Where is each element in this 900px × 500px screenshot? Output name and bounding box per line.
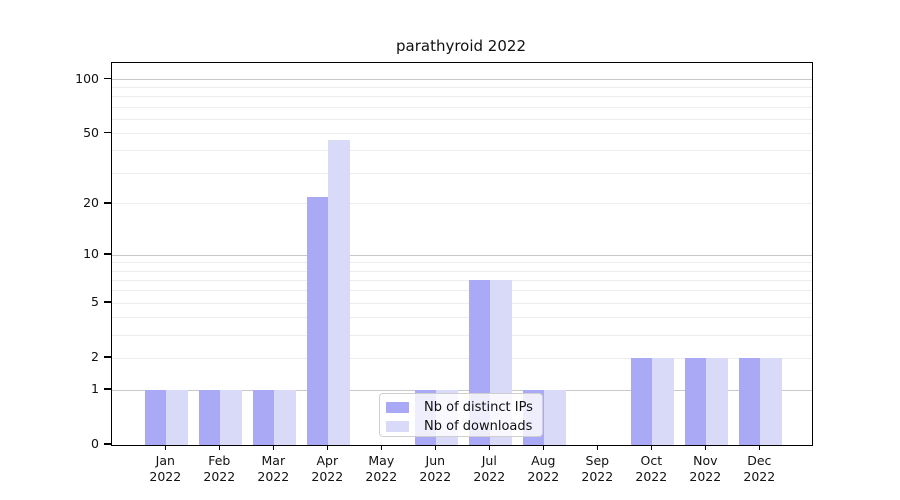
legend-swatch-downloads — [386, 421, 409, 433]
x-axis-label: Jul 2022 — [473, 453, 506, 484]
minor-gridline — [112, 279, 812, 281]
x-axis-label: Mar 2022 — [257, 453, 290, 484]
y-axis-tick-label: 5 — [91, 294, 99, 310]
x-axis-tick — [434, 445, 436, 451]
plot-area: Nb of distinct IPs Nb of downloads — [111, 62, 813, 446]
minor-gridline — [112, 357, 812, 359]
x-axis-tick — [704, 445, 706, 451]
chart-title: parathyroid 2022 — [396, 37, 526, 55]
bar-downloads — [706, 358, 728, 445]
minor-gridline — [112, 87, 812, 89]
minor-gridline — [112, 133, 812, 135]
minor-gridline — [112, 172, 812, 174]
bar-distinct-ips — [252, 390, 275, 445]
major-gridline — [112, 254, 812, 256]
legend-item-downloads: Nb of downloads — [386, 417, 542, 437]
x-axis-label: Oct 2022 — [635, 453, 668, 484]
y-axis-tick-label: 10 — [83, 246, 99, 262]
x-axis-tick — [542, 445, 544, 451]
minor-gridline — [112, 317, 812, 319]
bar-downloads — [220, 390, 242, 445]
x-axis-tick — [326, 445, 328, 451]
minor-gridline — [112, 106, 812, 108]
major-gridline — [112, 79, 812, 80]
x-axis-label: Apr 2022 — [311, 453, 344, 484]
legend-label-downloads: Nb of downloads — [424, 419, 533, 435]
y-axis-tick-label: 0 — [91, 436, 99, 451]
x-axis-label: Jun 2022 — [419, 453, 452, 484]
minor-gridline — [112, 96, 812, 98]
y-axis-tick-label: 2 — [91, 348, 99, 364]
x-axis-tick — [650, 445, 652, 451]
bar-downloads — [544, 390, 566, 445]
legend-swatch-distinct-ips — [386, 401, 409, 413]
x-axis-tick — [218, 445, 220, 451]
bar-downloads — [760, 358, 782, 445]
bar-distinct-ips — [198, 390, 221, 445]
x-axis-label: Nov 2022 — [689, 453, 722, 484]
minor-gridline — [112, 118, 812, 120]
x-axis-label: May 2022 — [365, 453, 398, 484]
y-axis-tick-label: 50 — [83, 124, 99, 140]
y-axis-tick — [104, 131, 111, 134]
minor-gridline — [112, 334, 812, 336]
bar-downloads — [166, 390, 188, 445]
x-axis-label: Jan 2022 — [149, 453, 182, 484]
x-axis-tick — [758, 445, 760, 451]
minor-gridline — [112, 203, 812, 205]
y-axis-tick — [104, 356, 111, 358]
minor-gridline — [112, 150, 812, 152]
major-gridline — [112, 389, 812, 391]
legend-label-distinct-ips: Nb of distinct IPs — [424, 399, 533, 415]
x-axis-tick — [164, 445, 166, 451]
x-axis-tick — [380, 445, 382, 451]
y-axis-tick — [104, 443, 111, 445]
y-axis-tick-label: 1 — [91, 381, 99, 397]
bar-downloads — [274, 390, 296, 445]
x-axis-label: Sep 2022 — [581, 453, 614, 484]
minor-gridline — [112, 302, 812, 304]
y-axis-tick — [104, 388, 111, 390]
y-axis-tick — [104, 77, 111, 80]
x-axis-tick — [596, 445, 598, 451]
x-axis-label: Aug 2022 — [527, 453, 560, 484]
y-axis-tick-label: 20 — [83, 194, 99, 210]
y-axis-tick — [104, 253, 111, 255]
legend: Nb of distinct IPs Nb of downloads — [379, 393, 543, 437]
bar-downloads — [328, 140, 350, 445]
y-axis-tick — [104, 301, 111, 303]
y-axis-tick — [104, 202, 111, 204]
minor-gridline — [112, 270, 812, 272]
x-axis-label: Feb 2022 — [203, 453, 236, 484]
minor-gridline — [112, 262, 812, 264]
bar-distinct-ips — [738, 358, 761, 445]
bar-distinct-ips — [306, 196, 329, 445]
bar-downloads — [652, 358, 674, 445]
x-axis-label: Dec 2022 — [743, 453, 776, 484]
bar-distinct-ips — [630, 358, 653, 445]
bar-distinct-ips — [144, 390, 167, 445]
x-axis-tick — [488, 445, 490, 451]
bar-distinct-ips — [684, 358, 707, 445]
minor-gridline — [112, 290, 812, 292]
y-axis-tick-label: 100 — [75, 70, 99, 86]
legend-item-distinct-ips: Nb of distinct IPs — [386, 398, 542, 418]
x-axis-tick — [272, 445, 274, 451]
